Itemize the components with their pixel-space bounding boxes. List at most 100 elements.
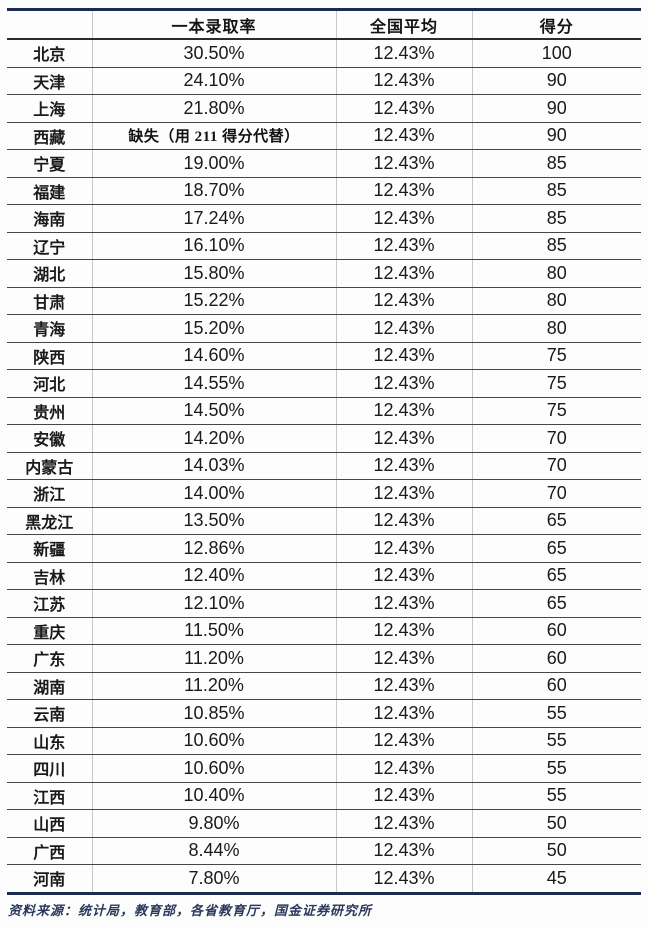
province-cell: 上海 [7,94,92,123]
score-cell: 85 [471,149,641,178]
score-cell: 80 [471,314,641,343]
score-cell: 75 [471,397,641,425]
score-cell: 55 [471,754,641,783]
rate-cell: 10.60% [91,754,336,783]
province-cell: 安徽 [7,424,92,453]
table-row: 陕西 14.60% 12.43% 75 [7,342,641,370]
rate-cell: 18.70% [91,177,336,205]
score-cell: 55 [471,782,641,810]
province-cell: 吉林 [7,562,92,590]
score-cell: 85 [471,232,641,260]
score-cell: 65 [471,589,641,618]
score-cell: 60 [471,672,641,700]
rate-cell: 14.50% [91,397,336,425]
table-row: 重庆 11.50% 12.43% 60 [7,617,641,645]
national-avg-cell: 12.43% [335,149,472,178]
table-row: 黑龙江 13.50% 12.43% 65 [7,507,641,535]
national-avg-cell: 12.43% [335,39,472,68]
rate-cell: 9.80% [91,809,336,838]
national-avg-cell: 12.43% [335,314,472,343]
score-cell: 80 [471,259,641,288]
score-cell: 50 [471,837,641,865]
table-row: 福建 18.70% 12.43% 85 [7,177,641,205]
province-cell: 黑龙江 [7,507,92,535]
rate-cell: 11.20% [91,672,336,700]
rate-cell: 8.44% [91,837,336,865]
province-cell: 广东 [7,644,92,673]
score-cell: 90 [471,122,641,150]
province-cell: 天津 [7,67,92,95]
national-avg-cell: 12.43% [335,122,472,150]
province-cell: 河北 [7,369,92,398]
table-row: 湖南 11.20% 12.43% 60 [7,672,641,700]
province-cell: 辽宁 [7,232,92,260]
national-avg-cell: 12.43% [335,479,472,508]
province-cell: 陕西 [7,342,92,370]
national-avg-cell: 12.43% [335,259,472,288]
table-row: 青海 15.20% 12.43% 80 [7,314,641,343]
rate-cell: 12.10% [91,589,336,618]
header-province [7,9,92,40]
province-cell: 云南 [7,699,92,728]
table-row: 广西 8.44% 12.43% 50 [7,837,641,865]
score-cell: 60 [471,644,641,673]
table-row: 贵州 14.50% 12.43% 75 [7,397,641,425]
rate-cell: 13.50% [91,507,336,535]
table-row: 辽宁 16.10% 12.43% 85 [7,232,641,260]
rate-cell: 14.20% [91,424,336,453]
province-cell: 新疆 [7,534,92,563]
table-row: 天津 24.10% 12.43% 90 [7,67,641,95]
province-cell: 甘肃 [7,287,92,315]
national-avg-cell: 12.43% [335,507,472,535]
province-cell: 福建 [7,177,92,205]
table-header: 一本录取率 全国平均 得分 [7,9,641,40]
score-cell: 65 [471,534,641,563]
province-cell: 青海 [7,314,92,343]
header-row: 一本录取率 全国平均 得分 [7,9,641,40]
province-cell: 山西 [7,809,92,838]
rate-cell: 21.80% [91,94,336,123]
table-row: 海南 17.24% 12.43% 85 [7,204,641,233]
source-note: 资料来源：统计局，教育部，各省教育厅，国金证券研究所 [8,902,373,918]
province-cell: 宁夏 [7,149,92,178]
national-avg-cell: 12.43% [335,287,472,315]
table-row: 江西 10.40% 12.43% 55 [7,782,641,810]
admission-rate-table: 一本录取率 全国平均 得分 北京 30.50% 12.43% 100 天津 24.10% 1… [7,8,641,895]
table-row: 西藏 缺失（用 211 得分代替） 12.43% 90 [7,122,641,150]
rate-cell: 24.10% [91,67,336,95]
province-cell: 重庆 [7,617,92,645]
score-cell: 65 [471,507,641,535]
rate-cell: 15.22% [91,287,336,315]
score-cell: 75 [471,342,641,370]
score-cell: 70 [471,452,641,480]
province-cell: 北京 [7,39,92,68]
score-cell: 80 [471,287,641,315]
header-national-average: 全国平均 [335,9,472,40]
rate-cell: 11.20% [91,644,336,673]
score-cell: 75 [471,369,641,398]
province-cell: 湖北 [7,259,92,288]
national-avg-cell: 12.43% [335,644,472,673]
rate-cell: 15.80% [91,259,336,288]
score-cell: 85 [471,204,641,233]
province-cell: 河南 [33,872,66,890]
national-avg-cell: 12.43% [335,672,472,700]
table-row: 内蒙古 14.03% 12.43% 70 [7,452,641,480]
province-cell: 浙江 [7,479,92,508]
table-row: 四川 10.60% 12.43% 55 [7,754,641,783]
header-admission-rate: 一本录取率 [91,9,336,40]
score-cell: 55 [471,699,641,728]
national-avg-cell: 12.43% [335,562,472,590]
province-cell: 山东 [7,727,92,755]
rate-cell: 缺失（用 211 得分代替） [91,122,336,150]
province-cell: 江西 [7,782,92,810]
rate-cell: 14.55% [91,369,336,398]
national-avg-cell: 12.43% [335,754,472,783]
rate-cell: 17.24% [91,204,336,233]
national-avg-cell: 12.43% [335,94,472,123]
table-row: 北京 30.50% 12.43% 100 [7,39,641,68]
score-cell: 90 [471,67,641,95]
score-cell: 45 [471,864,641,893]
national-avg-cell: 12.43% [335,699,472,728]
table-row: 河南 7.80% 12.43% 45 [7,864,641,893]
